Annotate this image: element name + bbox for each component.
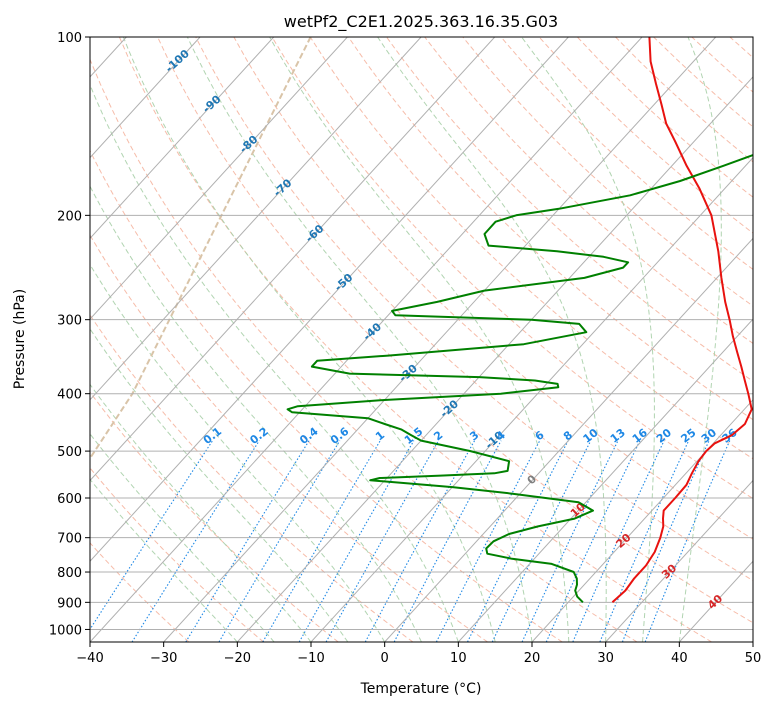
- dry-adiabat-line: [90, 58, 638, 642]
- isotherm-line: [236, 76, 753, 642]
- y-tick-label: 900: [57, 596, 82, 611]
- mixing-ratio-line: [218, 440, 341, 642]
- moist-adiabat-line: [678, 37, 722, 642]
- mixing-ratio-line: [491, 440, 592, 642]
- isotherm-line: [90, 37, 201, 159]
- moist-adiabat-line: [90, 83, 459, 642]
- mixing-ratio-line: [435, 440, 541, 642]
- sounding-series: [286, 37, 753, 604]
- isotherm-line: [605, 479, 753, 642]
- x-tick-label: −30: [150, 651, 177, 666]
- isobars: [90, 37, 753, 630]
- moist-adiabat-line: [122, 37, 496, 642]
- mixing-ratio-line: [599, 440, 690, 642]
- x-tick-label: −10: [297, 651, 324, 666]
- mixing-ratio-line: [185, 440, 310, 642]
- moist-adiabat-line: [90, 433, 275, 642]
- x-tick-label: 0: [381, 651, 389, 666]
- y-tick-label: 1000: [49, 623, 82, 638]
- x-tick-label: 50: [745, 651, 762, 666]
- dry-adiabat-line: [424, 37, 753, 344]
- moist-adiabat-line: [521, 37, 655, 642]
- isotherm-line: [90, 37, 422, 401]
- y-tick-label: 400: [57, 388, 82, 403]
- y-tick-label: 500: [57, 445, 82, 460]
- y-tick-label: 700: [57, 532, 82, 547]
- isotherm-line: [384, 237, 753, 642]
- x-tick-label: 10: [450, 651, 467, 666]
- x-axis: −40 −30 −20 −10 0 10 20 30 40 50: [76, 642, 761, 666]
- x-tick-label: −20: [224, 651, 251, 666]
- y-tick-label: 300: [57, 314, 82, 329]
- mixing-ratio-line: [621, 440, 710, 642]
- isotherm-line: [90, 37, 275, 240]
- chart-title: wetPf2_C2E1.2025.363.16.35.G03: [284, 12, 558, 32]
- dry-adiabat-line: [90, 149, 563, 642]
- isotherm-line: [310, 156, 753, 642]
- mixing-ratio-line: [262, 440, 381, 642]
- mixing-ratio-line: [131, 440, 260, 642]
- dry-adiabat-line: [271, 37, 753, 500]
- x-axis-label: Temperature (°C): [360, 681, 482, 697]
- isotherm-line: [90, 37, 348, 320]
- moist-adiabat-line: [269, 37, 570, 642]
- moist-adiabat-line: [90, 327, 349, 642]
- moist-adiabat-line: [90, 478, 238, 642]
- isotherm-line: [90, 37, 496, 482]
- mixing-ratio-line: [393, 440, 502, 642]
- dry-adiabat-line: [90, 391, 339, 642]
- y-tick-label: 200: [57, 209, 82, 224]
- y-tick-label: 600: [57, 492, 82, 507]
- plot-background: [90, 37, 753, 642]
- dry-adiabat-line: [309, 37, 753, 460]
- plot-area: -100-90-80-70-60-50-40-30-20-10010203040…: [90, 37, 753, 642]
- dewpoint-profile-line: [286, 153, 753, 604]
- y-tick-label: 100: [57, 31, 82, 46]
- dry-adiabat-line: [195, 37, 753, 582]
- moist-adiabat-line: [90, 263, 386, 642]
- mixing-ratio-line: [90, 440, 214, 631]
- mixing-ratio-lines: [90, 440, 731, 642]
- x-tick-label: 30: [597, 651, 614, 666]
- isotherm-line: [90, 37, 569, 563]
- mixing-ratio-line: [298, 440, 415, 642]
- x-tick-label: 20: [524, 651, 541, 666]
- moist-adiabat-line: [90, 185, 422, 642]
- isotherm-line: [531, 399, 753, 642]
- dry-adiabat-line: [386, 37, 753, 382]
- y-axis-label: Pressure (hPa): [12, 289, 28, 389]
- skewed-isotherms: [90, 37, 753, 642]
- plot-frame: [89, 36, 754, 643]
- mixing-ratio-line: [644, 440, 731, 642]
- temperature-profile-line: [611, 37, 753, 604]
- x-tick-label: −40: [76, 651, 103, 666]
- isotherm-line: [90, 37, 643, 642]
- dry-adiabat-line: [157, 37, 753, 624]
- isotherm-line: [163, 37, 717, 642]
- y-tick-label: 800: [57, 566, 82, 581]
- moist-adiabat-line: [186, 37, 533, 642]
- mixing-ratio-line: [467, 440, 569, 642]
- y-axis: 100 200 300 400 500 600 700 800 900 1000: [49, 31, 90, 638]
- x-tick-label: 40: [671, 651, 688, 666]
- dry-adiabat-line: [90, 313, 414, 642]
